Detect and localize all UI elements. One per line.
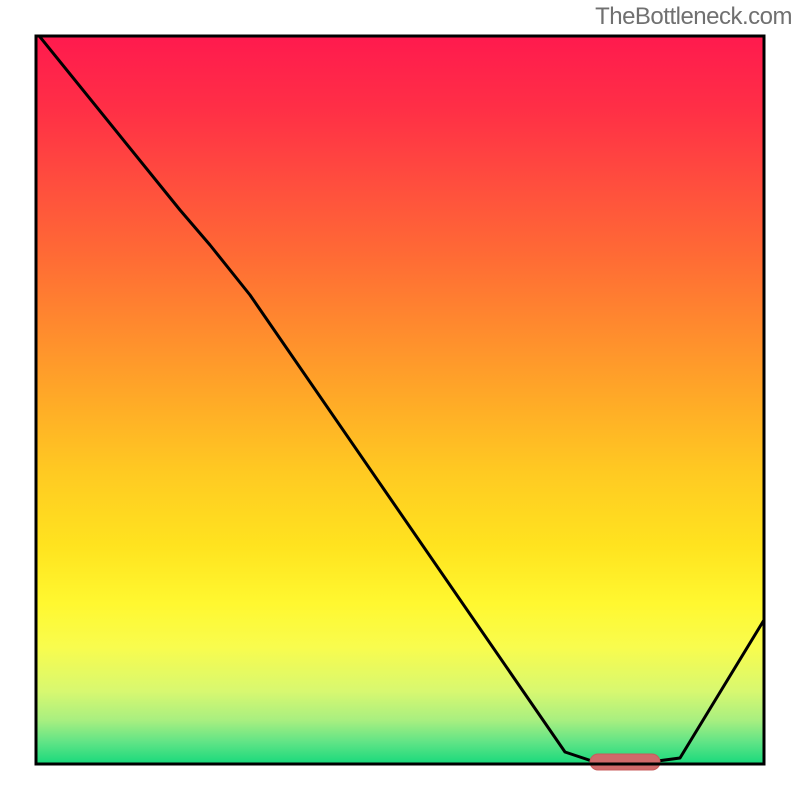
plot-background [36,36,764,764]
attribution-text: TheBottleneck.com [595,3,792,31]
optimal-marker [590,754,660,770]
bottleneck-chart [0,0,800,800]
chart-container: TheBottleneck.com [0,0,800,800]
